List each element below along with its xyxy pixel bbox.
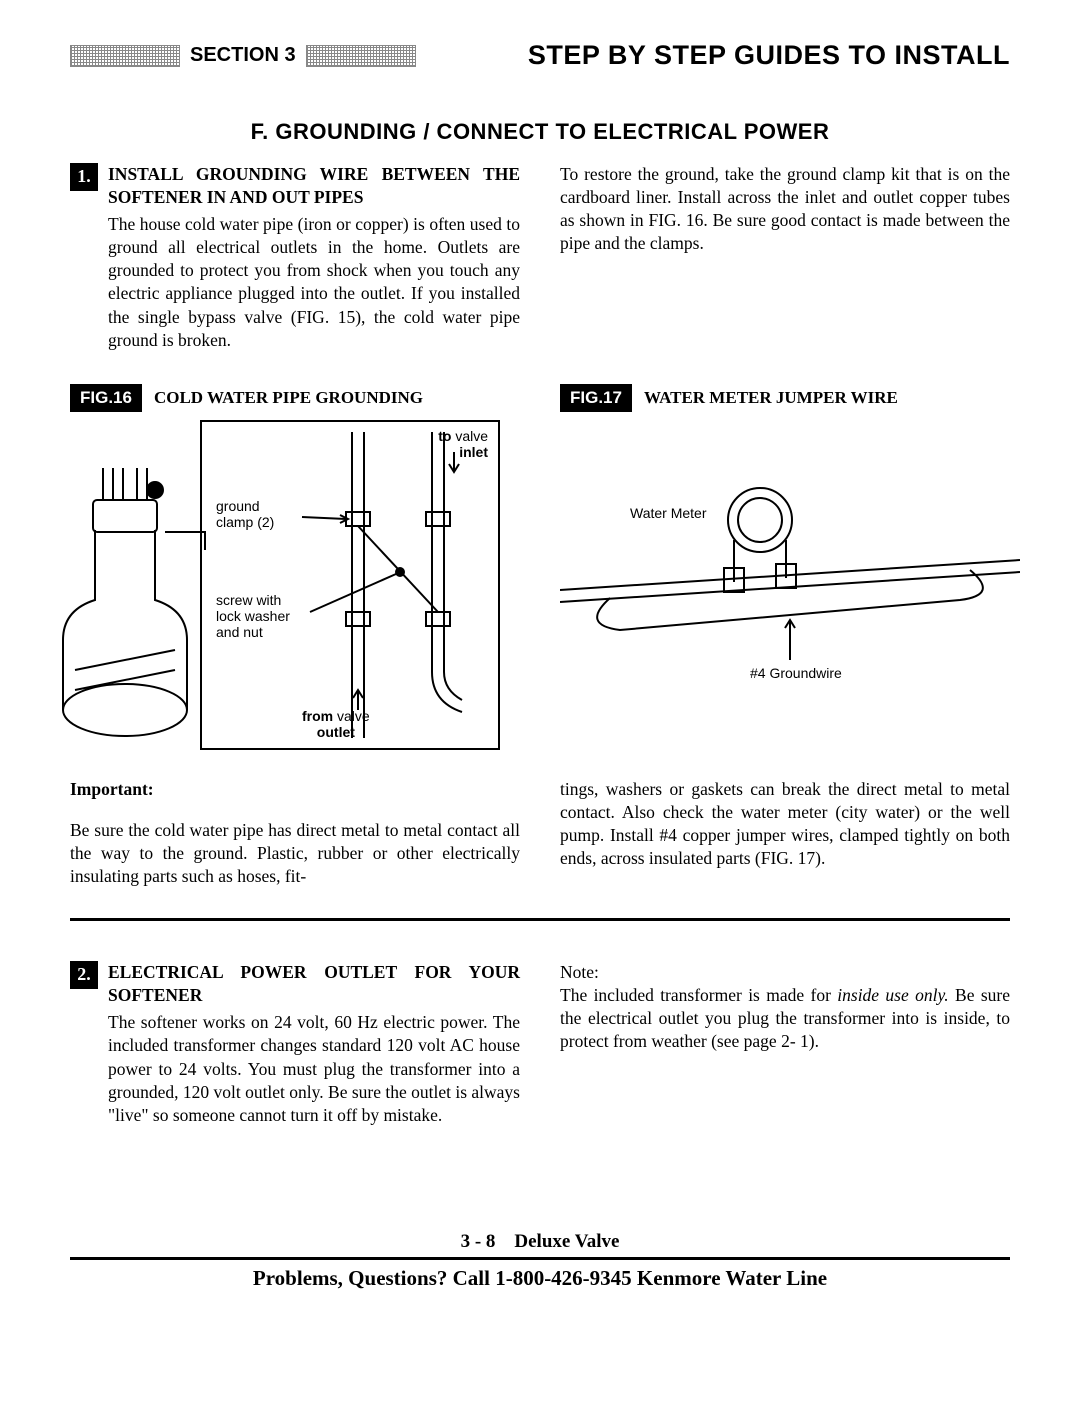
fig17-title: WATER METER JUMPER WIRE (644, 388, 898, 408)
step2-note-body: The included transformer is made for ins… (560, 984, 1010, 1053)
important-right-text: tings, washers or gaskets can break the … (560, 778, 1010, 870)
footer-model: Deluxe Valve (514, 1231, 619, 1252)
step1-para-right: To restore the ground, take the ground c… (560, 163, 1010, 255)
step2-heading: ELECTRICAL POWER OUTLET FOR YOUR SOFTENE… (108, 961, 520, 1007)
fig16-title: COLD WATER PIPE GROUNDING (154, 388, 423, 408)
important-left: Important: Be sure the cold water pipe h… (70, 778, 520, 888)
fig17-label: FIG.17 (560, 384, 632, 412)
step2-left-col: 2. ELECTRICAL POWER OUTLET FOR YOUR SOFT… (70, 961, 520, 1131)
step1-number: 1. (70, 163, 98, 191)
important-right: tings, washers or gaskets can break the … (560, 778, 1010, 888)
footer-page-num: 3 - 8 (461, 1231, 496, 1252)
section-label: SECTION 3 (190, 44, 296, 67)
important-heading: Important: (70, 779, 154, 799)
fig16-to-valve-label: to valve inlet (438, 428, 488, 460)
fig16-screw-label: screw with lock washer and nut (216, 592, 290, 640)
fig16-from-outlet-label: from valve outlet (302, 708, 370, 740)
fig17-water-meter-label: Water Meter (630, 505, 707, 521)
fig16-col: FIG.16 COLD WATER PIPE GROUNDING (70, 384, 520, 750)
footer-rule (70, 1257, 1010, 1260)
hatch-box-right (306, 45, 416, 67)
fig16-head: FIG.16 COLD WATER PIPE GROUNDING (70, 384, 520, 412)
step2-note-head: Note: (560, 961, 1010, 984)
fig17-head: FIG.17 WATER METER JUMPER WIRE (560, 384, 1010, 412)
step2-columns: 2. ELECTRICAL POWER OUTLET FOR YOUR SOFT… (70, 961, 1010, 1131)
figures-row: FIG.16 COLD WATER PIPE GROUNDING (70, 384, 1010, 750)
step1-left-col: 1. INSTALL GROUNDING WIRE BETWEEN THE SO… (70, 163, 520, 356)
page: SECTION 3 STEP BY STEP GUIDES TO INSTALL… (0, 0, 1080, 1321)
step1-columns: 1. INSTALL GROUNDING WIRE BETWEEN THE SO… (70, 163, 1010, 356)
header-bar: SECTION 3 STEP BY STEP GUIDES TO INSTALL (70, 40, 1010, 79)
step1-para-left: The house cold water pipe (iron or coppe… (108, 213, 520, 352)
footer-helpline: Problems, Questions? Call 1-800-426-9345… (70, 1266, 1010, 1291)
fig17-col: FIG.17 WATER METER JUMPER WIRE (560, 384, 1010, 750)
step2-body: ELECTRICAL POWER OUTLET FOR YOUR SOFTENE… (108, 961, 520, 1131)
step1-heading: INSTALL GROUNDING WIRE BETWEEN THE SOFTE… (108, 163, 520, 209)
header-title: STEP BY STEP GUIDES TO INSTALL (528, 40, 1010, 71)
step2-note-a: The included transformer is made for (560, 985, 837, 1005)
footer-page-line: 3 - 8 Deluxe Valve (70, 1231, 1010, 1253)
important-left-text: Be sure the cold water pipe has direct m… (70, 819, 520, 888)
step2-row: 2. ELECTRICAL POWER OUTLET FOR YOUR SOFT… (70, 961, 520, 1131)
important-row: Important: Be sure the cold water pipe h… (70, 778, 1010, 888)
section-left-group: SECTION 3 (70, 44, 416, 67)
divider-rule (70, 918, 1010, 921)
step1-right-col: To restore the ground, take the ground c… (560, 163, 1010, 356)
step2-number: 2. (70, 961, 98, 989)
section-title: F. GROUNDING / CONNECT TO ELECTRICAL POW… (70, 119, 1010, 145)
fig17-groundwire-label: #4 Groundwire (750, 665, 842, 681)
hatch-box-left (70, 45, 180, 67)
fig16-pipes-svg (202, 422, 502, 748)
fig16-ground-clamp-label: ground clamp (2) (216, 498, 274, 530)
step1-row: 1. INSTALL GROUNDING WIRE BETWEEN THE SO… (70, 163, 520, 356)
step1-body: INSTALL GROUNDING WIRE BETWEEN THE SOFTE… (108, 163, 520, 356)
fig16-box: to valve inlet ground clamp (2) screw wi… (200, 420, 500, 750)
fig17-diagram-area: Water Meter #4 Groundwire (560, 420, 1010, 750)
step2-para-left: The softener works on 24 volt, 60 Hz ele… (108, 1011, 520, 1126)
fig16-diagram-area: to valve inlet ground clamp (2) screw wi… (70, 420, 520, 750)
fig16-label: FIG.16 (70, 384, 142, 412)
step2-right-col: Note: The included transformer is made f… (560, 961, 1010, 1131)
step2-note-italic: inside use only. (837, 985, 948, 1005)
